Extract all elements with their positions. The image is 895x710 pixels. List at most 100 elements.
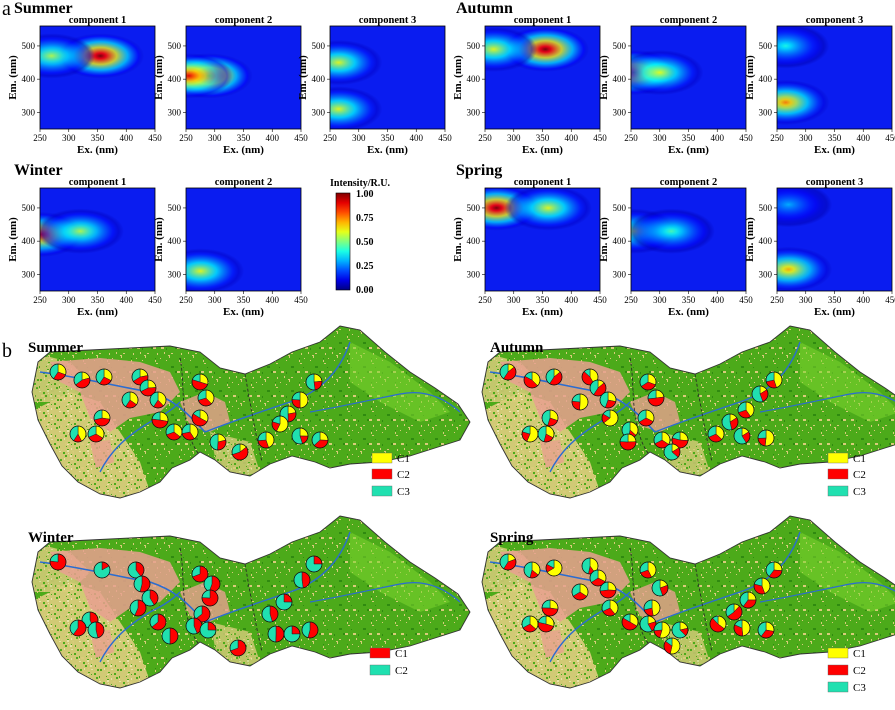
x-tick-label: 350 bbox=[381, 133, 395, 143]
y-tick-label: 400 bbox=[168, 236, 182, 246]
map-season-autumn: Autumn bbox=[490, 340, 544, 356]
x-tick-label: 350 bbox=[536, 133, 550, 143]
river bbox=[549, 401, 631, 473]
x-tick-label: 250 bbox=[624, 133, 638, 143]
x-tick-label: 450 bbox=[739, 133, 753, 143]
site-pie-chart bbox=[639, 373, 657, 391]
legend-label-summer-c2: C2 bbox=[397, 469, 410, 481]
eem-peak bbox=[504, 188, 592, 231]
x-axis-label: Ex. (nm) bbox=[77, 306, 118, 318]
y-axis-label: Em. (nm) bbox=[452, 217, 464, 262]
x-tick-label: 300 bbox=[507, 295, 521, 305]
legend-label-autumn-c1: C1 bbox=[853, 453, 866, 465]
x-tick-label: 250 bbox=[478, 295, 492, 305]
eem-peak bbox=[631, 208, 715, 254]
x-tick-label: 350 bbox=[91, 133, 105, 143]
site-pie-chart bbox=[601, 409, 619, 427]
y-tick-label: 500 bbox=[22, 203, 36, 213]
x-tick-label: 400 bbox=[266, 133, 280, 143]
legend-spring: C1 C2 C3 bbox=[827, 647, 866, 694]
site-pie-chart bbox=[229, 639, 247, 657]
y-tick-label: 400 bbox=[759, 236, 773, 246]
eem-peak bbox=[631, 49, 704, 96]
y-tick-label: 400 bbox=[22, 74, 36, 84]
site-pie-chart bbox=[739, 591, 757, 609]
map-season-winter: Winter bbox=[28, 530, 74, 546]
y-tick-label: 500 bbox=[759, 203, 773, 213]
x-axis-label: Ex. (nm) bbox=[77, 144, 118, 156]
site-pie-chart bbox=[69, 425, 87, 443]
river bbox=[99, 401, 181, 473]
site-pie-chart bbox=[599, 581, 617, 599]
legend-autumn: C1 C2 C3 bbox=[827, 452, 866, 498]
y-tick-label: 300 bbox=[22, 107, 36, 117]
colorbar-tick-2: 0.75 bbox=[356, 213, 374, 224]
eem-peak bbox=[186, 248, 245, 291]
x-tick-label: 300 bbox=[208, 133, 222, 143]
x-axis-label: Ex. (nm) bbox=[367, 144, 408, 156]
river bbox=[549, 591, 631, 663]
site-pie-chart bbox=[765, 371, 783, 389]
y-tick-label: 300 bbox=[613, 107, 627, 117]
eem-peak bbox=[40, 33, 96, 79]
eem-plot-title: component 2 bbox=[215, 15, 272, 26]
eem-plot-autumn-c2: component 2 250 300 350 400 450 300 400 500 Ex. (… bbox=[598, 15, 753, 156]
y-axis-label: Em. (nm) bbox=[598, 217, 610, 262]
legend-summer: C1 C2 C3 bbox=[371, 452, 410, 498]
site-pie-chart bbox=[293, 571, 311, 589]
x-tick-label: 350 bbox=[682, 295, 696, 305]
legend-swatch-summer-c1 bbox=[371, 452, 393, 464]
site-pie-chart bbox=[737, 401, 755, 419]
legend-swatch-spring-c3 bbox=[827, 681, 849, 693]
x-tick-label: 250 bbox=[323, 133, 337, 143]
eem-plot-spring-c3: component 3 250 300 350 400 450 300 400 500 Ex. (… bbox=[744, 177, 895, 318]
site-pie-chart bbox=[231, 443, 249, 461]
site-pie-chart bbox=[141, 589, 159, 607]
x-tick-label: 400 bbox=[565, 295, 579, 305]
x-tick-label: 350 bbox=[237, 295, 251, 305]
x-tick-label: 400 bbox=[857, 133, 871, 143]
y-tick-label: 500 bbox=[467, 41, 481, 51]
y-tick-label: 500 bbox=[312, 41, 326, 51]
y-axis-label: Em. (nm) bbox=[297, 55, 309, 100]
site-pie-chart bbox=[257, 431, 275, 449]
site-pie-chart bbox=[311, 431, 329, 449]
site-pie-chart bbox=[663, 637, 681, 655]
site-pie-chart bbox=[581, 557, 599, 575]
site-pie-chart bbox=[95, 368, 113, 386]
site-pie-chart bbox=[589, 379, 607, 397]
site-pie-chart bbox=[709, 615, 727, 633]
site-pie-chart bbox=[671, 621, 689, 639]
x-tick-label: 350 bbox=[828, 133, 842, 143]
site-pie-chart bbox=[133, 575, 151, 593]
river bbox=[309, 391, 461, 413]
x-tick-label: 450 bbox=[438, 133, 452, 143]
site-pie-chart bbox=[523, 371, 541, 389]
site-pie-chart bbox=[291, 427, 309, 445]
site-pie-chart bbox=[129, 599, 147, 617]
eem-plot-title: component 3 bbox=[806, 15, 863, 26]
legend-swatch-summer-c2 bbox=[371, 468, 393, 480]
x-tick-label: 250 bbox=[33, 133, 47, 143]
x-tick-label: 450 bbox=[148, 133, 162, 143]
x-tick-label: 300 bbox=[799, 295, 813, 305]
map-summer bbox=[31, 325, 471, 499]
site-pie-chart bbox=[261, 605, 279, 623]
site-pie-chart bbox=[73, 371, 91, 389]
map-panels bbox=[31, 325, 895, 689]
x-tick-label: 250 bbox=[624, 295, 638, 305]
y-axis-label: Em. (nm) bbox=[7, 217, 19, 262]
site-pie-chart bbox=[521, 615, 539, 633]
eem-plot-title: component 2 bbox=[660, 15, 717, 26]
x-tick-label: 400 bbox=[711, 133, 725, 143]
x-tick-label: 250 bbox=[770, 295, 784, 305]
site-pie-chart bbox=[267, 625, 285, 643]
site-pie-chart bbox=[301, 621, 319, 639]
x-tick-label: 450 bbox=[885, 295, 895, 305]
site-pie-chart bbox=[523, 561, 541, 579]
legend-swatch-autumn-c3 bbox=[827, 485, 849, 497]
colorbar-tick-4: 0.25 bbox=[356, 261, 374, 272]
x-tick-label: 300 bbox=[352, 133, 366, 143]
site-pie-chart bbox=[581, 368, 599, 386]
y-tick-label: 400 bbox=[759, 74, 773, 84]
